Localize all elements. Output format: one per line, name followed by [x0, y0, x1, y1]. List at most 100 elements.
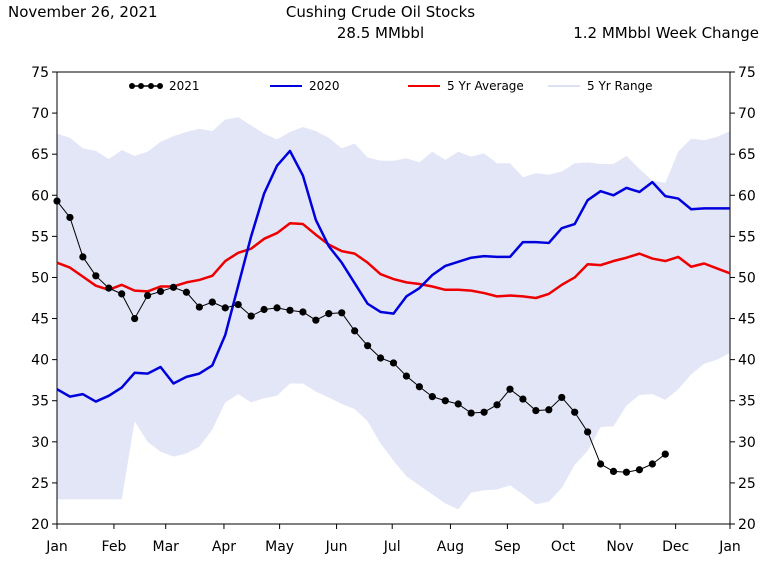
- stock-level: 28.5 MMbbl: [336, 24, 425, 42]
- point-2021: [143, 291, 152, 300]
- point-2021: [79, 253, 87, 261]
- point-2021: [635, 466, 644, 474]
- x-tick-label: Jan: [45, 539, 68, 555]
- point-2021: [286, 306, 294, 314]
- point-2021: [571, 408, 579, 416]
- point-2021: [596, 460, 605, 468]
- y-tick-label-right: 45: [738, 312, 756, 328]
- legend-2021-marker: [157, 83, 163, 89]
- legend-5yr-range-label: 5 Yr Range: [587, 79, 653, 93]
- y-tick-label-right: 55: [738, 229, 756, 245]
- x-tick-label: Mar: [153, 539, 180, 555]
- y-tick-label-right: 75: [738, 65, 756, 81]
- y-tick-label-right: 70: [738, 106, 756, 122]
- point-2021: [221, 304, 229, 312]
- legend-2021-marker: [148, 83, 154, 89]
- point-2021: [351, 327, 359, 335]
- point-2021: [558, 393, 566, 402]
- point-2021: [182, 288, 191, 296]
- point-2021: [273, 304, 281, 312]
- point-2021: [480, 408, 488, 416]
- point-2021: [234, 300, 242, 309]
- point-2021: [66, 213, 74, 222]
- line-2020: [56, 149, 730, 403]
- axes-layer: 20 20 25 25 30 30 35 35 40 40 45 45 50 50 55 55 60 60 65 65…: [31, 65, 756, 555]
- point-2021: [493, 401, 501, 409]
- x-tick-label: Aug: [437, 539, 464, 555]
- y-tick-label-right: 35: [738, 394, 756, 410]
- y-tick-label-left: 55: [31, 229, 49, 245]
- legend-2021-marker: [138, 83, 144, 89]
- point-2021: [402, 372, 411, 380]
- point-2021: [376, 354, 385, 362]
- y-tick-label-left: 20: [31, 517, 49, 533]
- y-tick-label-left: 70: [31, 106, 49, 122]
- y-tick-label-right: 40: [738, 353, 756, 369]
- plot-frame: [56, 71, 731, 525]
- x-tick-label: Jan: [718, 539, 741, 555]
- point-2021: [338, 309, 346, 317]
- y-tick-label-left: 25: [31, 476, 49, 492]
- y-tick-label-right: 20: [738, 517, 756, 533]
- point-2021: [609, 467, 618, 476]
- x-tick-label: Apr: [212, 539, 236, 555]
- x-tick-label: Nov: [606, 539, 633, 555]
- chart-title: Cushing Crude Oil Stocks: [285, 3, 476, 21]
- point-2021: [53, 197, 61, 205]
- y-tick-label-left: 35: [31, 394, 49, 410]
- x-tick-label: May: [265, 539, 294, 555]
- point-2021: [118, 290, 126, 298]
- point-2021: [299, 308, 307, 316]
- point-2021: [364, 342, 372, 350]
- point-2021: [195, 303, 203, 311]
- y-tick-label-left: 30: [31, 435, 49, 451]
- y-tick-label-right: 50: [738, 270, 756, 286]
- y-tick-label-left: 60: [31, 188, 49, 204]
- point-2021: [131, 314, 139, 323]
- point-2021: [156, 287, 165, 296]
- point-2021: [325, 310, 333, 318]
- x-tick-label: Sep: [494, 539, 521, 555]
- x-tick-label: Jun: [325, 539, 348, 555]
- point-2021: [208, 298, 216, 306]
- y-tick-label-right: 25: [738, 476, 756, 492]
- report-date: November 26, 2021: [8, 3, 158, 21]
- x-tick-label: Feb: [102, 539, 127, 555]
- avg-line: [56, 221, 731, 300]
- y-tick-label-left: 65: [31, 147, 49, 163]
- point-2021: [506, 385, 514, 393]
- point-2021: [247, 312, 255, 320]
- lines-layer: [53, 149, 731, 476]
- y-tick-label-left: 40: [31, 353, 49, 369]
- point-2021: [661, 450, 669, 458]
- point-2021: [389, 359, 398, 367]
- point-2021: [105, 284, 113, 292]
- point-2021: [467, 409, 475, 417]
- point-2021: [545, 406, 553, 414]
- point-2021: [415, 383, 423, 391]
- point-2021: [428, 393, 436, 401]
- y-tick-label-left: 75: [31, 65, 49, 81]
- point-2021: [454, 400, 462, 408]
- point-2021: [441, 397, 449, 405]
- point-2021: [532, 406, 540, 415]
- legend-5yr-average-label: 5 Yr Average: [447, 79, 524, 93]
- point-2021: [169, 283, 178, 291]
- point-2021: [519, 395, 527, 403]
- point-2021: [622, 468, 631, 476]
- legend-2021-label: 2021: [169, 79, 200, 93]
- y-tick-label-right: 30: [738, 435, 756, 451]
- point-2021: [648, 460, 656, 468]
- point-2021: [312, 316, 320, 324]
- week-change: 1.2 MMbbl Week Change: [573, 24, 759, 42]
- y-tick-label-right: 65: [738, 147, 756, 163]
- legend: 2021 2020 5 Yr Average 5 Yr Range: [129, 79, 653, 93]
- legend-2021-marker: [129, 83, 135, 89]
- y-tick-label-left: 50: [31, 270, 49, 286]
- x-tick-label: Dec: [662, 539, 689, 555]
- x-tick-label: Oct: [551, 539, 576, 555]
- y-tick-label-left: 45: [31, 312, 49, 328]
- y-tick-label-right: 60: [738, 188, 756, 204]
- point-2021: [92, 272, 100, 280]
